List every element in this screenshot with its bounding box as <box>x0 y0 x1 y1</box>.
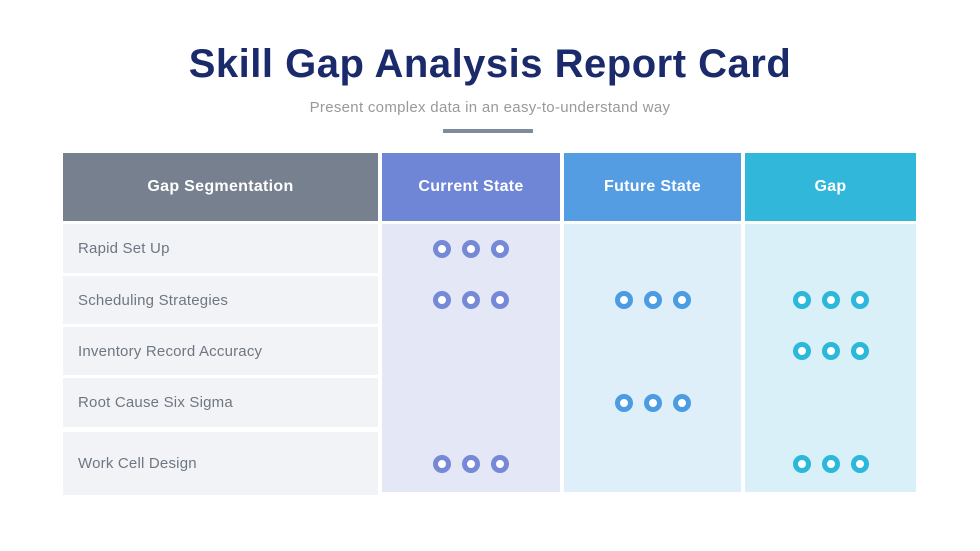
page-title: Skill Gap Analysis Report Card <box>188 42 792 86</box>
column-body-gap <box>745 224 916 492</box>
row-label: Inventory Record Accuracy <box>63 327 378 375</box>
dot-group-future-state <box>614 291 691 309</box>
column-current-state: Current State <box>382 153 560 492</box>
table-header-cell-future-state: Future State <box>564 153 741 221</box>
dot-group-gap <box>792 291 869 309</box>
table-header-cell-current-state: Current State <box>382 153 560 221</box>
column-body-segmentation: Rapid Set Up Scheduling Strategies Invento… <box>63 224 378 495</box>
column-future-state: Future State <box>564 153 741 492</box>
dot-indicator <box>614 291 633 309</box>
table-header-cell-gap: Gap <box>745 153 916 221</box>
dot-indicator <box>433 454 451 473</box>
dot-indicator <box>792 454 811 473</box>
column-body-current-state <box>382 224 560 492</box>
dot-indicator <box>614 393 633 412</box>
subtitle: Present complex data in an easy-to-under… <box>309 99 671 116</box>
row-label: Rapid Set Up <box>63 224 378 273</box>
dot-indicator <box>850 454 869 473</box>
dot-indicator <box>433 239 451 258</box>
column-segmentation: Gap Segmentation Rapid Set Up Scheduling S… <box>63 153 378 495</box>
title-divider <box>443 129 533 133</box>
dot-indicator <box>850 342 869 360</box>
column-body-future-state <box>564 224 741 492</box>
dot-group-future-state <box>614 393 691 412</box>
skill-gap-table: Gap Segmentation Rapid Set Up Scheduling S… <box>63 153 916 495</box>
dot-group-current-state <box>433 239 509 258</box>
dot-indicator <box>491 291 509 309</box>
dot-indicator <box>462 291 480 309</box>
dot-group-gap <box>792 454 869 473</box>
dot-indicator <box>792 291 811 309</box>
dot-indicator <box>462 239 480 258</box>
dot-indicator <box>491 454 509 473</box>
row-label: Root Cause Six Sigma <box>63 378 378 427</box>
dot-indicator <box>821 291 840 309</box>
dot-indicator <box>850 291 869 309</box>
row-label: Scheduling Strategies <box>63 276 378 324</box>
dot-indicator <box>643 291 662 309</box>
column-gap: Gap <box>745 153 916 492</box>
dot-indicator <box>433 291 451 309</box>
table-header-cell-segmentation: Gap Segmentation <box>63 153 378 221</box>
dot-indicator <box>491 239 509 258</box>
dot-indicator <box>672 291 691 309</box>
dot-group-gap <box>792 342 869 360</box>
dot-indicator <box>792 342 811 360</box>
dot-indicator <box>821 342 840 360</box>
dot-indicator <box>821 454 840 473</box>
dot-group-current-state <box>433 291 509 309</box>
dot-group-current-state <box>433 454 509 473</box>
dot-indicator <box>643 393 662 412</box>
dot-indicator <box>462 454 480 473</box>
dot-indicator <box>672 393 691 412</box>
row-label: Work Cell Design <box>63 432 378 495</box>
